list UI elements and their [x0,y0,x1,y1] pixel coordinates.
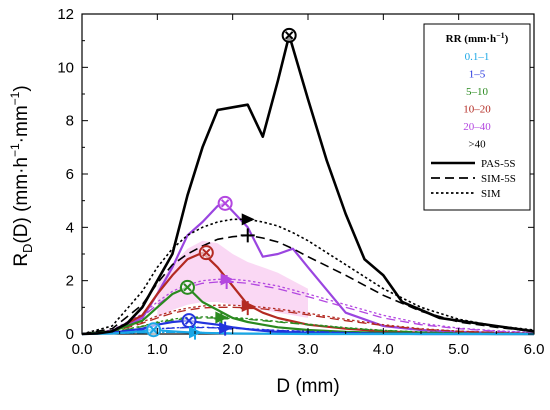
y-label-exp2: −1 [8,91,22,105]
marker-1-5-plus-shape [218,321,233,336]
marker-40-plus [240,228,255,243]
legend-title-exp: −1 [496,31,505,40]
y-label-close: ) [11,85,32,91]
x-tick-label: 6.0 [524,341,545,358]
series-line-40-pas-5s [81,33,535,336]
legend-class-0-1-1: 0.1–1 [465,51,490,63]
x-axis-label: D (mm) [276,376,339,397]
legend-title: RR (mm·h−1) [446,31,509,45]
x-tick-label: 4.0 [373,341,394,358]
legend-title-main: RR (mm·h [446,33,496,45]
legend-class-10-20: 10–20 [463,104,491,116]
series-markers [146,27,297,340]
legend-class-20-40: 20–40 [463,121,491,133]
y-tick-label: 2 [66,273,74,290]
x-tick-label: 5.0 [448,341,469,358]
marker-40-circle-x [281,27,297,43]
marker-40-triangle-shape [241,213,255,226]
x-tick-label: 3.0 [298,341,319,358]
y-label-dot: ·mm [11,105,32,143]
marker-10-20-plus-shape [240,301,255,316]
series-line-20-40-pas-5s [81,202,535,336]
legend-style-sim-5s: SIM-5S [481,173,516,185]
x-tick-label: 1.0 [147,341,168,358]
y-label-main: R [11,253,32,267]
series-line-40-sim-5s [81,234,535,335]
marker-20-40-plus-shape [219,275,234,289]
legend-class-1-5: 1–5 [469,69,486,81]
legend-title-close: ) [505,33,509,45]
marker-20-40-circle-x-cross [220,199,230,208]
y-label-exp1: −1 [8,143,22,157]
marker-0-1-1-circle-x [146,322,162,338]
marker-10-20-circle-x-cross [202,248,211,257]
marker-1-5-plus [218,321,233,336]
marker-0-1-1-circle-x-cross [149,325,158,334]
marker-40-plus-shape [240,228,255,243]
y-axis-label: RD(D) (mm·h−1·mm−1) [8,85,35,266]
legend-class-40: >40 [468,139,486,151]
marker-10-20-circle-x [198,245,214,261]
legend-classes: 0.1–1 1–5 5–10 10–20 20–40 >40 [463,51,491,151]
marker-20-40-circle-x [217,195,233,211]
y-tick-label: 8 [66,113,74,130]
y-tick-label: 6 [66,166,74,183]
marker-40-triangle [241,213,255,226]
series-line-0-1-1-sim-5s [81,331,534,335]
legend-class-5-10: 5–10 [466,86,489,98]
legend-style-pas-5s: PAS-5S [481,158,515,170]
y-tick-label: 4 [66,219,74,236]
legend-style-sim: SIM [481,188,501,200]
axis-ticks: 0.0 1.0 2.0 3.0 4.0 5.0 6.0 0 2 4 6 8 10 12 [57,6,544,358]
y-label-sub: D [20,244,35,253]
y-tick-label: 10 [57,59,74,76]
marker-1-5-circle-x-cross [184,316,194,325]
marker-5-10-circle-x-cross [183,283,192,292]
marker-40-circle-x-cross [284,31,294,40]
x-tick-label: 0.0 [72,341,93,358]
y-label-args: (D) (mm·h [11,157,32,244]
y-tick-label: 0 [66,326,74,343]
series-line-20-40-sim-5s [81,281,535,335]
marker-20-40-plus [219,275,234,289]
marker-5-10-circle-x [179,279,195,295]
marker-1-5-circle-x [181,313,197,329]
legend: RR (mm·h−1) 0.1–1 1–5 5–10 10–20 20–40 >40 PA… [423,23,531,211]
x-tick-label: 2.0 [222,341,243,358]
y-tick-label: 12 [57,6,74,23]
legend-box [423,23,531,211]
series-line-40-sim [81,218,535,335]
marker-10-20-plus [240,301,255,316]
legend-styles: PAS-5S SIM-5S SIM [431,158,516,200]
